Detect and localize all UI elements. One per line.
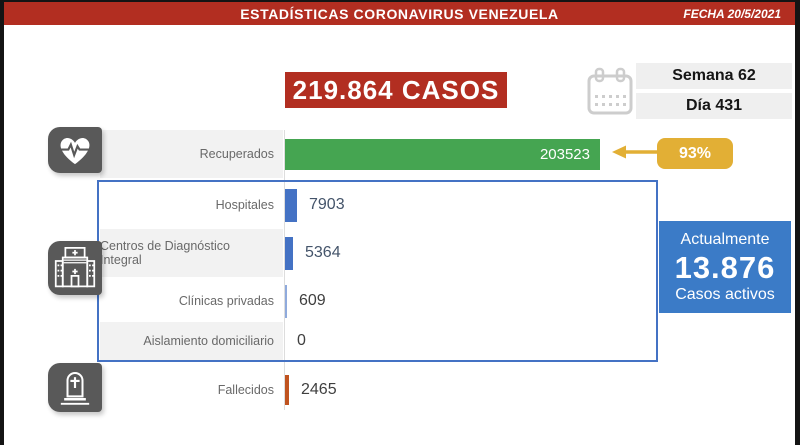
- row-label: Recuperados: [100, 130, 283, 178]
- bar-value: 2465: [301, 381, 337, 398]
- active-cases-value: 13.876: [674, 249, 776, 285]
- row-label: Hospitales: [215, 198, 274, 212]
- bar-recuperados: 203523: [285, 138, 600, 170]
- chart-row-recuperados: Recuperados 203523: [100, 130, 600, 178]
- week-badge: Semana 62: [636, 63, 792, 89]
- row-label: Aislamiento domiciliario: [100, 322, 283, 360]
- recovered-percent-badge: 93%: [657, 138, 733, 169]
- chart-row-fallecidos: Fallecidos 2465: [100, 370, 337, 410]
- bar-value: 609: [299, 292, 326, 309]
- right-edge-strip: [795, 0, 800, 445]
- active-cases-label-bottom: Casos activos: [675, 285, 775, 303]
- top-edge-strip: [0, 0, 800, 2]
- chart-row-aislamiento: Aislamiento domiciliario 0: [100, 322, 306, 360]
- hospital-icon: [48, 241, 102, 295]
- row-label: Fallecidos: [217, 383, 274, 397]
- chart-row-cdi: Centros de Diagnóstico Integral 5364: [100, 229, 341, 277]
- tombstone-icon: [48, 363, 102, 412]
- chart-row-hospitales: Hospitales 7903: [100, 181, 345, 229]
- active-cases-box: Actualmente 13.876 Casos activos: [659, 221, 791, 313]
- page-title: ESTADÍSTICAS CORONAVIRUS VENEZUELA: [240, 6, 559, 22]
- chart-row-clinicas: Clínicas privadas 609: [100, 277, 326, 325]
- left-edge-strip: [0, 0, 4, 445]
- bar-hospitales: [285, 188, 297, 222]
- row-label: Clínicas privadas: [178, 294, 274, 308]
- total-cases-box: 219.864 CASOS: [285, 72, 507, 108]
- day-badge: Día 431: [636, 93, 792, 119]
- heartbeat-icon: [48, 127, 102, 173]
- bar-value: 7903: [309, 196, 345, 213]
- bar-value: 203523: [539, 145, 590, 163]
- calendar-icon: [587, 67, 633, 115]
- row-label: Centros de Diagnóstico Integral: [100, 229, 283, 277]
- bar-cdi: [285, 236, 293, 270]
- header-date: FECHA 20/5/2021: [683, 7, 781, 21]
- arrow-left-icon: [612, 145, 658, 159]
- header-bar: ESTADÍSTICAS CORONAVIRUS VENEZUELA FECHA…: [4, 2, 795, 25]
- bar-fallecidos: [285, 375, 289, 405]
- chart-axis-line: [284, 130, 285, 410]
- bar-value: 5364: [305, 244, 341, 261]
- bar-value: 0: [297, 332, 306, 349]
- bar-clinicas: [285, 284, 287, 318]
- active-cases-label-top: Actualmente: [680, 230, 770, 248]
